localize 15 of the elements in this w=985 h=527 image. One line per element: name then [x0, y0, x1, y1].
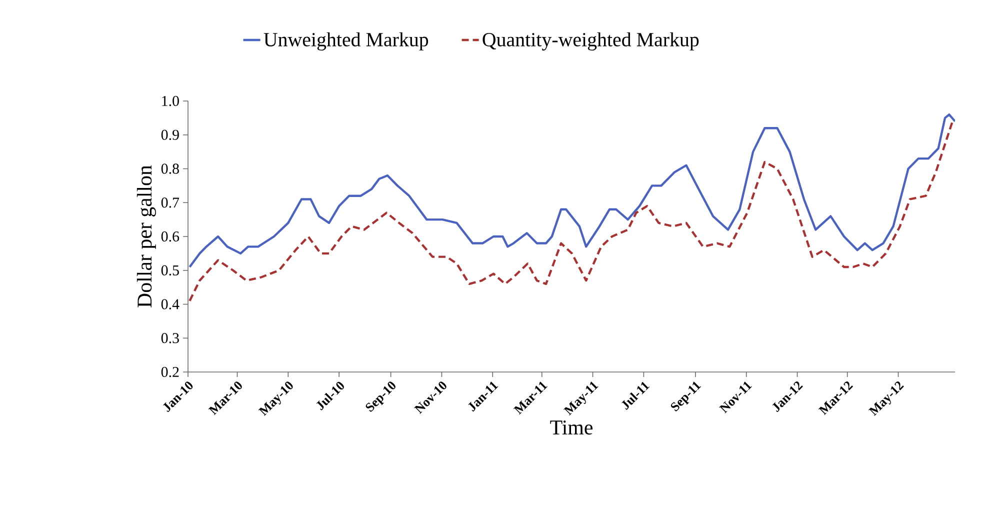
- x-axis-title: Time: [550, 420, 593, 435]
- line-series: [188, 113, 956, 268]
- y-tick-label: 0.7: [161, 198, 180, 208]
- y-tick-label: 0.3: [161, 333, 179, 344]
- y-tick-label: 0.8: [161, 164, 179, 174]
- legend-label: Unweighted Markup: [264, 32, 428, 50]
- y-tick-label: 1.0: [162, 96, 179, 106]
- y-tick-label: 0.4: [161, 299, 180, 310]
- line-series: [188, 120, 954, 302]
- y-tick-label: 0.2: [161, 366, 179, 378]
- y-tick-label: 0.6: [161, 231, 180, 242]
- y-tick-label: 0.9: [161, 130, 179, 140]
- y-tick-label: 0.5: [161, 265, 179, 276]
- y-axis-title: Dollar per gallon: [136, 165, 156, 308]
- legend-label: Quantity-weighted Markup: [482, 32, 699, 50]
